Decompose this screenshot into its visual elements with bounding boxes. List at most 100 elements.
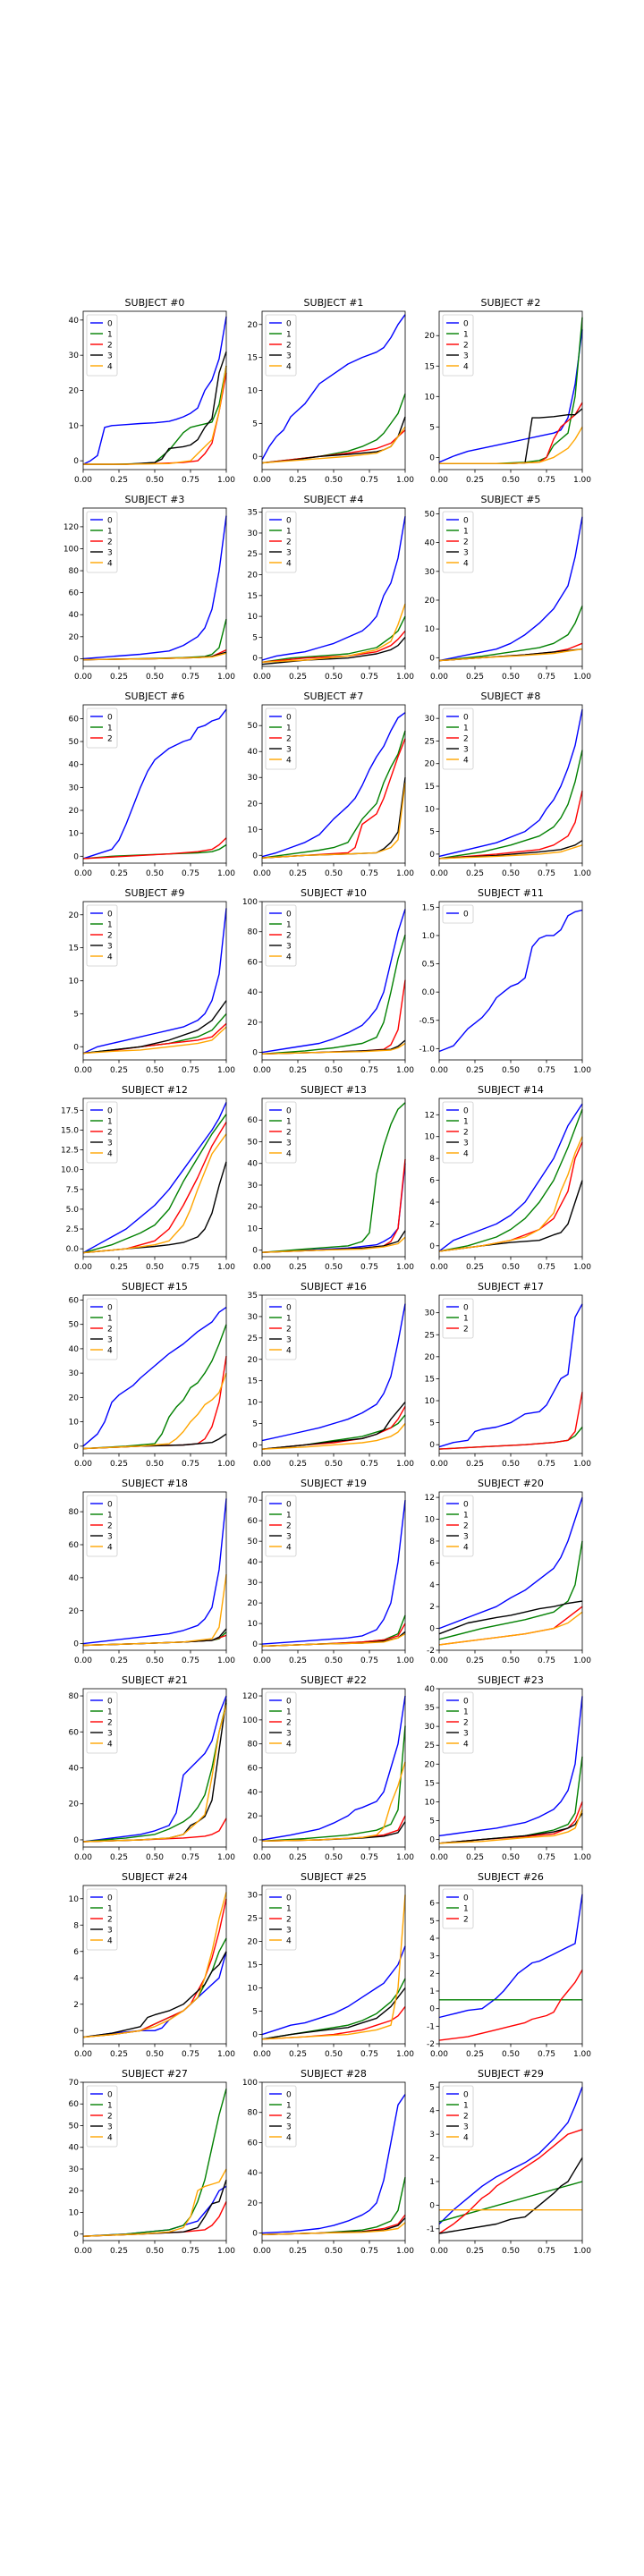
y-tick-label: 10 bbox=[425, 393, 436, 402]
x-tick-label: 1.00 bbox=[217, 1853, 235, 1862]
y-tick-label: 40 bbox=[248, 1558, 258, 1567]
y-tick-label: 70 bbox=[69, 2079, 80, 2088]
y-tick-label: 10 bbox=[248, 1224, 258, 1233]
y-tick-label: 15 bbox=[248, 1377, 258, 1386]
x-tick-label: 1.00 bbox=[217, 1657, 235, 1665]
series-line-2 bbox=[261, 1406, 406, 1450]
y-tick-label: 10 bbox=[69, 1419, 80, 1428]
x-tick-label: 0.00 bbox=[74, 869, 92, 878]
legend-label: 2 bbox=[463, 1326, 469, 1335]
y-tick-label: 30 bbox=[425, 1309, 436, 1318]
legend-label: 4 bbox=[286, 1544, 292, 1553]
series-line-1 bbox=[438, 2181, 583, 2223]
legend-label: 0 bbox=[286, 1304, 292, 1313]
y-tick-label: 80 bbox=[248, 1741, 258, 1750]
legend-label: 4 bbox=[107, 1544, 113, 1553]
y-tick-label: 10 bbox=[425, 1798, 436, 1807]
subplot-title: SUBJECT #21 bbox=[122, 1674, 188, 1686]
y-tick-label: 8 bbox=[429, 1538, 435, 1546]
x-tick-label: 1.00 bbox=[396, 2050, 414, 2059]
legend-box bbox=[86, 314, 118, 377]
legend-box bbox=[86, 511, 118, 573]
series-line-1 bbox=[82, 2089, 227, 2237]
legend-label: 4 bbox=[286, 1937, 292, 1946]
legend-label: 0 bbox=[107, 1894, 113, 1903]
legend-box bbox=[265, 2085, 297, 2148]
subplot-title: SUBJECT #19 bbox=[301, 1478, 367, 1489]
legend-label: 0 bbox=[286, 911, 292, 919]
y-tick-label: 40 bbox=[69, 2144, 80, 2153]
x-tick-label: 0.25 bbox=[110, 2050, 128, 2059]
y-tick-label: 0 bbox=[73, 2027, 79, 2036]
legend-label: 3 bbox=[463, 1533, 469, 1542]
y-tick-label: 0 bbox=[73, 1443, 79, 1452]
y-tick-label: 10 bbox=[248, 1985, 258, 1994]
y-tick-label: 40 bbox=[248, 2169, 258, 2178]
y-tick-label: 30 bbox=[425, 568, 436, 577]
subplot-title: SUBJECT #9 bbox=[125, 887, 185, 899]
legend-label: 1 bbox=[286, 921, 292, 930]
y-tick-label: 7.5 bbox=[66, 1186, 79, 1195]
x-tick-label: 1.00 bbox=[573, 1657, 591, 1665]
y-tick-label: 40 bbox=[69, 1345, 80, 1354]
x-tick-label: 0.50 bbox=[325, 476, 343, 485]
series-line-0 bbox=[438, 1303, 583, 1448]
legend-label: 0 bbox=[463, 714, 469, 723]
series-line-4 bbox=[438, 648, 583, 662]
subplot-title: SUBJECT #20 bbox=[478, 1478, 544, 1489]
legend-label: 0 bbox=[463, 2091, 469, 2100]
y-tick-label: 2 bbox=[429, 1603, 435, 1612]
series-line-0 bbox=[82, 2185, 227, 2237]
y-tick-label: 5 bbox=[429, 423, 435, 432]
y-tick-label: 1.0 bbox=[422, 932, 436, 941]
y-tick-label: 120 bbox=[242, 1692, 258, 1701]
legend-label: 0 bbox=[463, 1894, 469, 1903]
legend-label: 0 bbox=[286, 517, 292, 526]
series-line-2 bbox=[261, 630, 406, 663]
y-tick-label: 20 bbox=[248, 572, 258, 580]
x-tick-label: 0.50 bbox=[325, 1657, 343, 1665]
series-line-3 bbox=[438, 840, 583, 860]
series-line-0 bbox=[82, 515, 227, 660]
y-tick-label: 80 bbox=[69, 567, 80, 576]
legend: 01 2 bbox=[86, 708, 118, 749]
y-tick-label: 0 bbox=[429, 1441, 435, 1450]
legend-box bbox=[265, 1495, 297, 1557]
y-tick-label: 20 bbox=[69, 2187, 80, 2196]
y-tick-label: 25 bbox=[425, 737, 435, 746]
y-tick-label: 40 bbox=[69, 1765, 80, 1774]
y-tick-label: 70 bbox=[248, 1496, 258, 1505]
y-tick-label: 0 bbox=[252, 1247, 258, 1256]
x-tick-label: 0.25 bbox=[110, 1066, 128, 1075]
x-tick-label: 0.00 bbox=[74, 1853, 92, 1862]
x-tick-label: 1.00 bbox=[396, 476, 414, 485]
series-line-0 bbox=[82, 1498, 227, 1645]
y-tick-label: 12 bbox=[425, 1494, 435, 1503]
series-line-0 bbox=[261, 516, 406, 661]
y-tick-label: 17.5 bbox=[61, 1106, 79, 1115]
x-tick-label: 0.75 bbox=[182, 2050, 199, 2059]
y-tick-label: 60 bbox=[248, 1517, 258, 1526]
legend-label: 0 bbox=[463, 1304, 469, 1313]
series-line-2 bbox=[82, 1122, 227, 1254]
series-line-4 bbox=[438, 1136, 583, 1252]
y-tick-label: 80 bbox=[69, 1692, 80, 1701]
subplot-title: SUBJECT #23 bbox=[478, 1674, 544, 1686]
legend-label: 3 bbox=[107, 2123, 113, 2132]
series-line-1 bbox=[438, 606, 583, 662]
x-tick-label: 0.75 bbox=[182, 2247, 199, 2256]
series-line-1 bbox=[261, 615, 406, 663]
y-tick-label: 60 bbox=[69, 715, 80, 724]
legend-label: 0 bbox=[463, 1107, 469, 1116]
legend-label: 2 bbox=[286, 342, 292, 351]
y-tick-label: 20 bbox=[69, 1607, 80, 1616]
y-tick-label: 20 bbox=[248, 800, 258, 809]
y-tick-label: 10 bbox=[425, 1397, 436, 1406]
legend-label: 2 bbox=[107, 1326, 113, 1335]
x-tick-label: 0.00 bbox=[430, 673, 448, 682]
legend-box bbox=[442, 314, 474, 377]
